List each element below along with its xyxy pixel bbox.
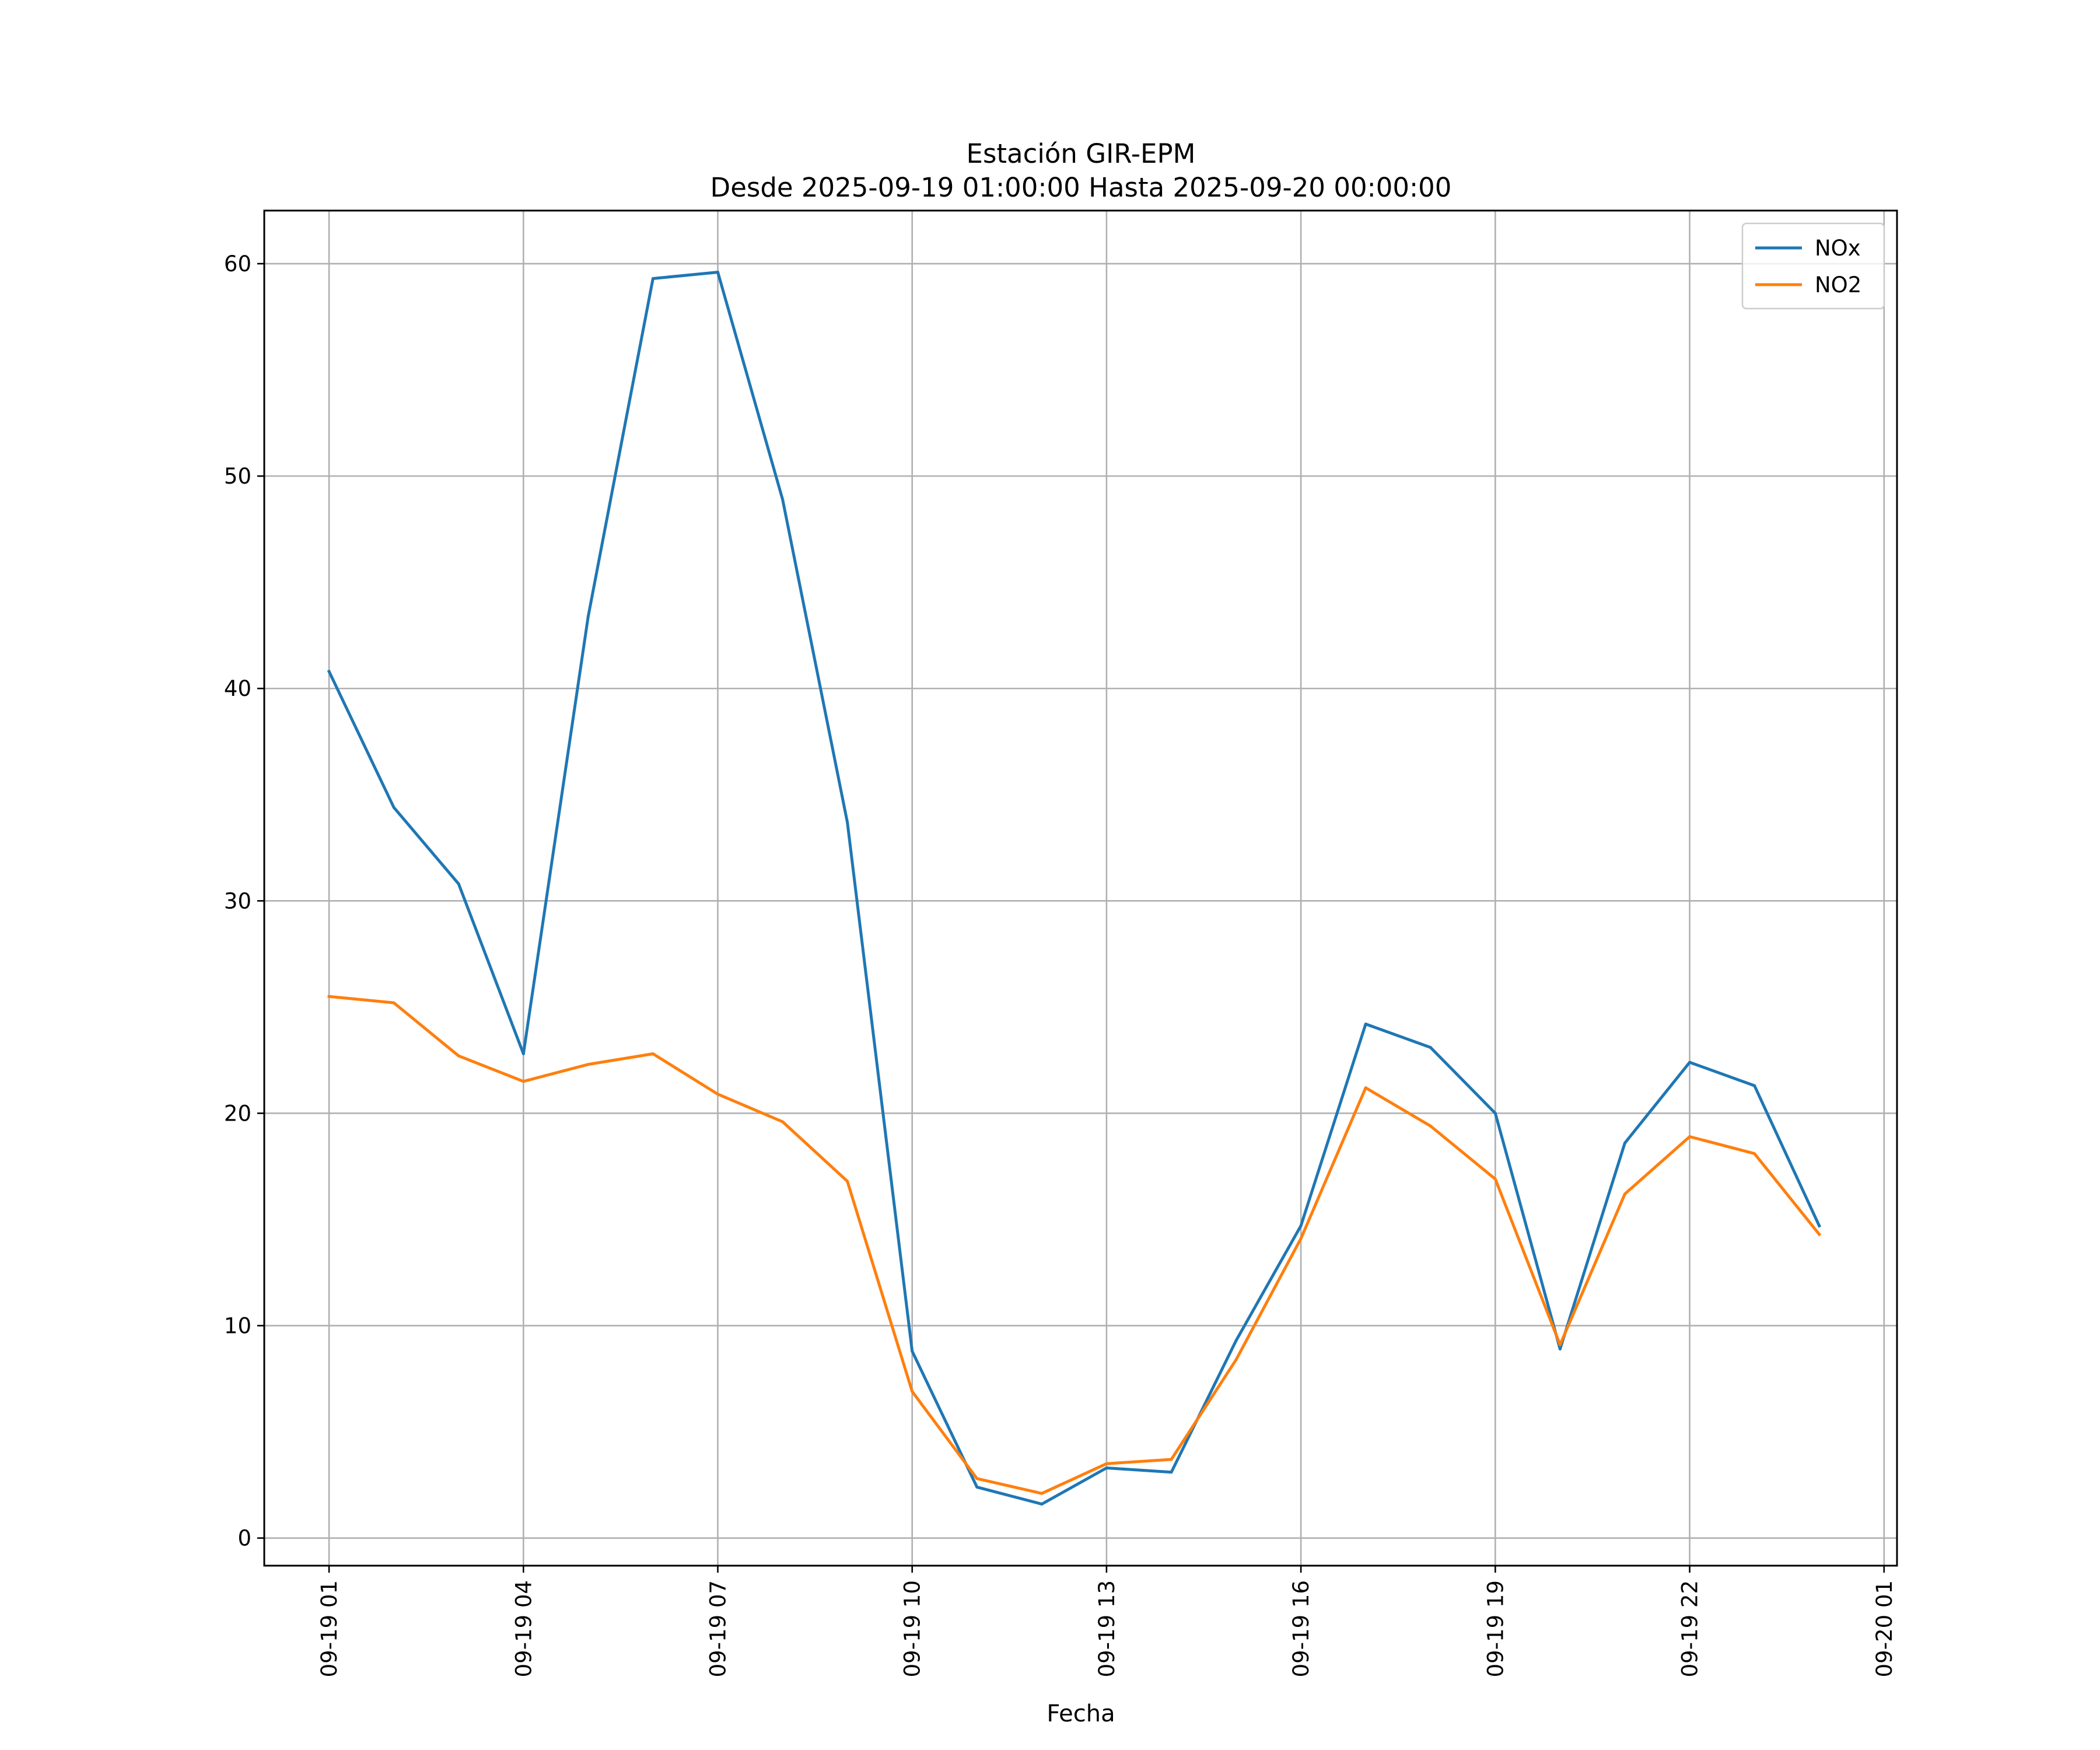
data-point-no2 xyxy=(975,1477,979,1480)
x-tick-label: 09-19 01 xyxy=(317,1580,342,1677)
data-point-nox xyxy=(1105,1466,1108,1470)
data-point-no2 xyxy=(586,1063,590,1066)
x-tick-label: 09-19 10 xyxy=(900,1580,925,1677)
data-point-nox xyxy=(781,498,785,501)
data-point-nox xyxy=(1623,1141,1626,1144)
y-tick-label: 60 xyxy=(224,251,251,276)
data-point-nox xyxy=(651,277,654,281)
plot-area-frame xyxy=(263,209,1898,1567)
data-point-nox xyxy=(1818,1224,1821,1227)
data-point-nox xyxy=(975,1485,979,1489)
x-tick-label: 09-19 22 xyxy=(1678,1580,1703,1677)
y-tick-label: 10 xyxy=(224,1314,251,1339)
chart-subtitle: Desde 2025-09-19 01:00:00 Hasta 2025-09-… xyxy=(710,172,1452,203)
x-tick-label: 09-19 04 xyxy=(511,1580,536,1677)
series-no2 xyxy=(327,995,1822,1495)
y-tick-label: 30 xyxy=(224,888,251,914)
data-point-no2 xyxy=(1234,1358,1238,1362)
data-point-no2 xyxy=(1818,1233,1821,1236)
x-tick-label: 09-19 07 xyxy=(706,1580,731,1677)
data-point-nox xyxy=(846,821,849,824)
data-point-nox xyxy=(911,1349,914,1353)
data-point-nox xyxy=(1170,1471,1173,1474)
y-tick-label: 20 xyxy=(224,1101,251,1126)
series-lines xyxy=(327,271,1822,1506)
x-tick-label: 09-19 13 xyxy=(1094,1580,1119,1677)
data-point-nox xyxy=(1688,1060,1692,1064)
data-point-nox xyxy=(1558,1348,1562,1351)
data-point-nox xyxy=(1493,1111,1497,1115)
data-point-no2 xyxy=(1429,1124,1432,1128)
data-point-no2 xyxy=(522,1080,525,1083)
series-nox xyxy=(327,271,1822,1506)
chart-title: Estación GIR-EPM xyxy=(967,138,1196,169)
legend-label: NO2 xyxy=(1815,272,1861,298)
data-point-no2 xyxy=(392,1001,396,1005)
grid xyxy=(264,211,1897,1566)
x-tick-label: 09-19 19 xyxy=(1483,1580,1508,1677)
data-point-nox xyxy=(1364,1023,1367,1026)
data-point-nox xyxy=(457,882,460,886)
data-point-nox xyxy=(522,1052,525,1056)
data-point-no2 xyxy=(1493,1177,1497,1181)
data-point-no2 xyxy=(1170,1458,1173,1461)
legend-box xyxy=(1741,222,1885,310)
data-point-no2 xyxy=(327,995,331,998)
data-point-no2 xyxy=(1299,1237,1303,1240)
axis-ticks: 0 10 20 30 40 50 60 09-19 01 09-19 04 09-19 07 09-… xyxy=(224,251,1897,1677)
series-line-nox xyxy=(327,271,1822,1506)
y-tick-label: 40 xyxy=(224,676,251,701)
data-point-nox xyxy=(1429,1046,1432,1049)
data-point-no2 xyxy=(781,1120,785,1124)
data-point-no2 xyxy=(1558,1343,1562,1346)
data-point-nox xyxy=(327,670,331,673)
legend: NOx NO2 xyxy=(1741,222,1885,310)
data-point-nox xyxy=(1040,1502,1044,1506)
data-point-nox xyxy=(586,614,590,618)
data-point-no2 xyxy=(1040,1492,1044,1495)
data-point-no2 xyxy=(716,1093,719,1096)
data-point-no2 xyxy=(651,1052,654,1056)
data-point-nox xyxy=(392,806,396,809)
series-line-no2 xyxy=(327,995,1822,1495)
x-axis-label: Fecha xyxy=(1046,1700,1115,1727)
data-point-nox xyxy=(1234,1339,1238,1342)
data-point-no2 xyxy=(1105,1462,1108,1465)
x-tick-label: 09-20 01 xyxy=(1872,1580,1897,1677)
data-point-nox xyxy=(1753,1084,1756,1087)
data-point-nox xyxy=(1299,1224,1303,1227)
data-point-no2 xyxy=(911,1390,914,1393)
data-point-no2 xyxy=(457,1054,460,1058)
data-point-no2 xyxy=(1688,1135,1692,1139)
data-point-no2 xyxy=(846,1180,849,1183)
data-point-no2 xyxy=(1364,1086,1367,1090)
data-point-no2 xyxy=(1623,1192,1626,1196)
x-tick-label: 09-19 16 xyxy=(1289,1580,1314,1677)
data-point-nox xyxy=(716,271,719,274)
data-point-no2 xyxy=(1753,1152,1756,1156)
y-tick-label: 50 xyxy=(224,464,251,489)
legend-label: NOx xyxy=(1815,236,1861,261)
y-tick-label: 0 xyxy=(237,1526,251,1551)
